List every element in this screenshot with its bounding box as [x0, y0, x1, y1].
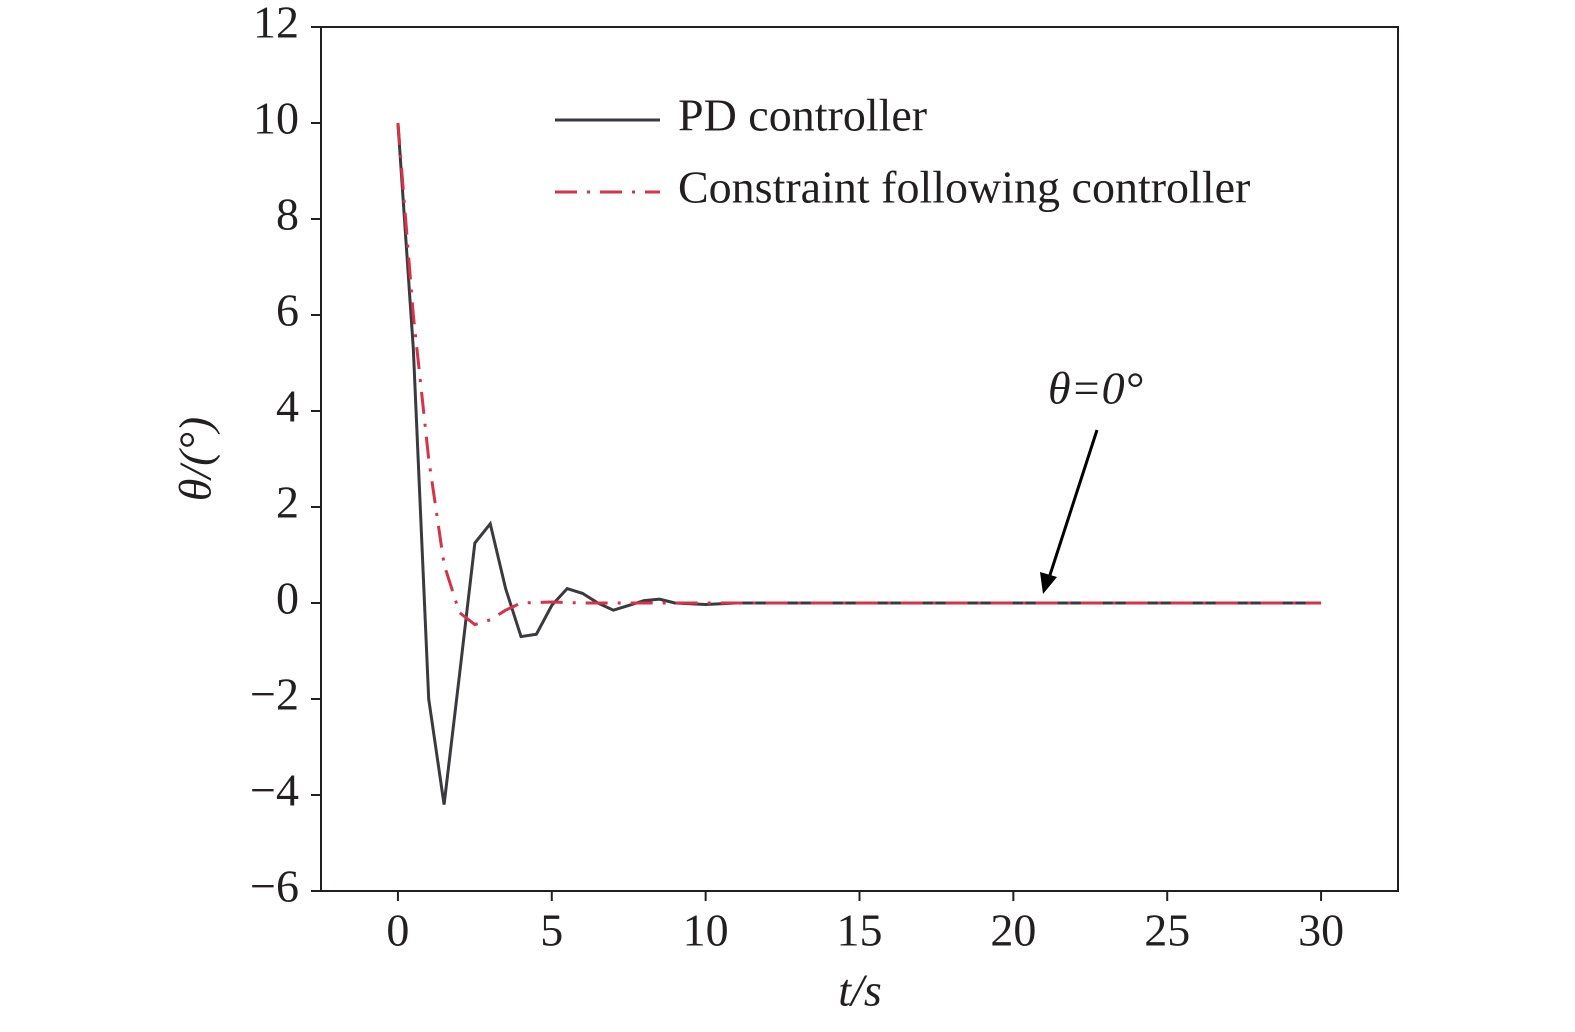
- x-tick-label: 20: [990, 905, 1036, 956]
- y-axis-title: θ/(°): [170, 417, 221, 501]
- x-tick-label: 15: [837, 905, 883, 956]
- y-tick-label: 8: [276, 189, 299, 240]
- x-tick-label: 0: [386, 905, 409, 956]
- legend-label: PD controller: [678, 90, 927, 141]
- x-tick-label: 30: [1298, 905, 1344, 956]
- x-axis-title: t/s: [838, 965, 881, 1016]
- y-tick-label: 2: [276, 477, 299, 528]
- y-tick-label: 12: [253, 0, 299, 48]
- y-tick-label: −4: [250, 765, 299, 816]
- legend-label: Constraint following controller: [678, 162, 1250, 213]
- y-tick-label: 10: [253, 93, 299, 144]
- y-tick-label: −2: [250, 669, 299, 720]
- x-tick-label: 25: [1144, 905, 1190, 956]
- x-tick-label: 5: [540, 905, 563, 956]
- series-line: [396, 122, 1322, 805]
- x-tick-label: 10: [683, 905, 729, 956]
- arrow-head: [1040, 572, 1057, 594]
- y-tick-label: 4: [276, 381, 299, 432]
- y-tick-label: −6: [250, 861, 299, 912]
- annotation-arrow: [1047, 429, 1099, 579]
- y-tick-label: 6: [276, 285, 299, 336]
- series-line: [396, 122, 1322, 627]
- annotation: θ=0°: [1048, 363, 1143, 414]
- plot-frame: [320, 26, 1399, 892]
- y-tick-label: 0: [276, 573, 299, 624]
